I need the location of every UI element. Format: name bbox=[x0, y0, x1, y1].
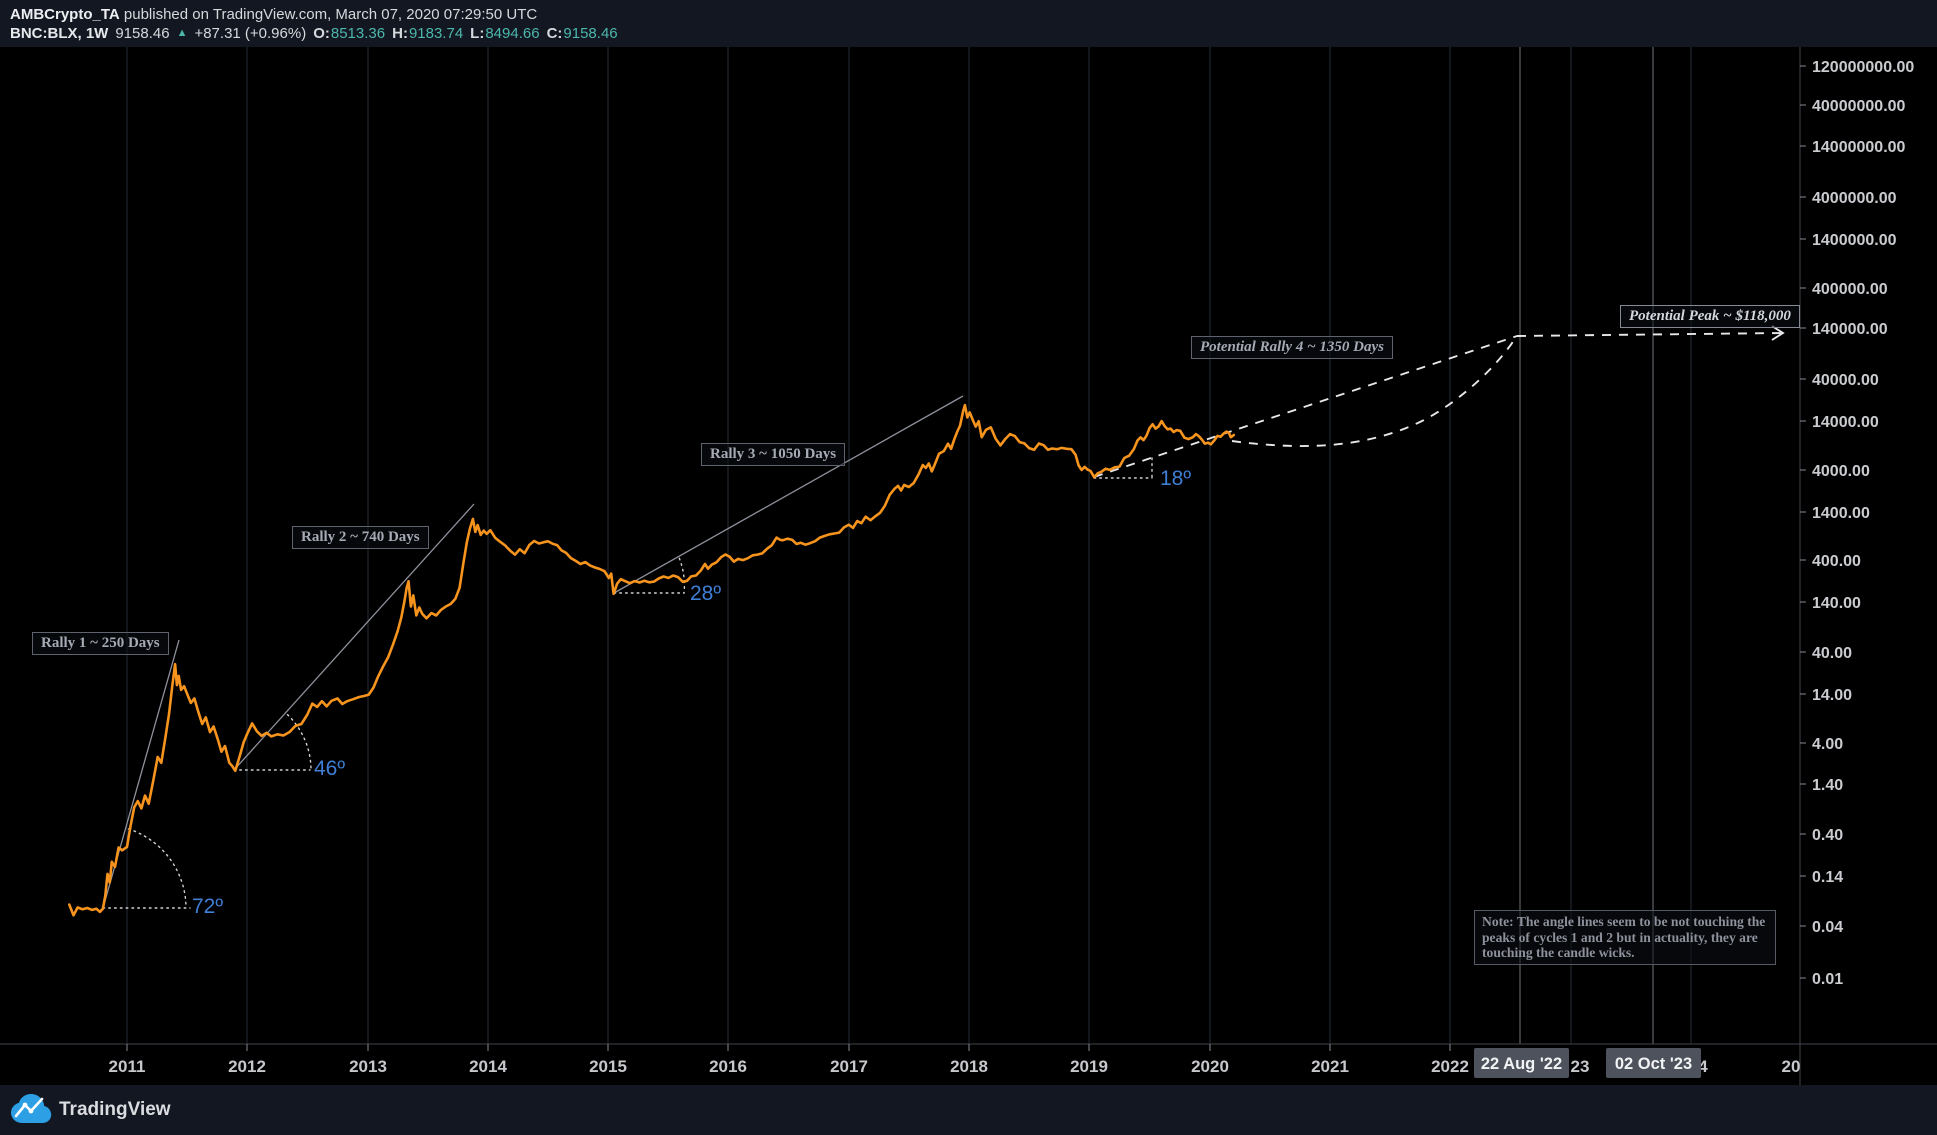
rally3-trendline bbox=[613, 395, 964, 594]
y-label: 40.00 bbox=[1812, 645, 1852, 662]
note-line: peaks of cycles 1 and 2 but in actuality… bbox=[1482, 929, 1758, 945]
price-scale[interactable]: 120000000.00 40000000.00 14000000.00 400… bbox=[1812, 59, 1914, 988]
x-label: 2022 bbox=[1431, 1057, 1469, 1076]
y-label: 14000000.00 bbox=[1812, 139, 1906, 156]
y-label: 4000000.00 bbox=[1812, 190, 1897, 207]
y-label: 0.01 bbox=[1812, 971, 1843, 988]
angle-markers bbox=[102, 457, 1153, 909]
rally4-projection[interactable] bbox=[1093, 332, 1784, 478]
rally1-label[interactable]: Rally 1 ~ 250 Days bbox=[32, 632, 169, 655]
angle-46-label[interactable]: 46º bbox=[314, 757, 345, 780]
potential-peak-label[interactable]: Potential Peak ~ $118,000 bbox=[1620, 305, 1800, 328]
svg-text:02 Oct '23: 02 Oct '23 bbox=[1615, 1055, 1692, 1073]
y-label: 1.40 bbox=[1812, 777, 1843, 794]
last-price: 9158.46 bbox=[115, 25, 170, 42]
angle-72-label[interactable]: 72º bbox=[192, 895, 223, 918]
anchor-date-lines bbox=[1519, 47, 1654, 1044]
angle-28-label[interactable]: 28º bbox=[690, 582, 721, 605]
date-badge-oct23: 02 Oct '23 bbox=[1606, 1048, 1701, 1078]
note-box[interactable]: Note: The angle lines seem to be not tou… bbox=[1474, 910, 1776, 965]
rally4-lower-curve bbox=[1231, 336, 1517, 447]
x-label: 2018 bbox=[950, 1057, 988, 1076]
potential-peak-line bbox=[1516, 332, 1784, 337]
y-label: 14000.00 bbox=[1812, 414, 1879, 431]
close-value: C:9158.46 bbox=[546, 25, 618, 42]
y-label: 1400.00 bbox=[1812, 505, 1870, 522]
author-name: AMBCrypto_TA bbox=[10, 6, 120, 23]
high-value: H:9183.74 bbox=[392, 25, 464, 42]
x-label: 2019 bbox=[1070, 1057, 1108, 1076]
tradingview-logo-icon[interactable] bbox=[8, 1092, 54, 1128]
note-line: Note: The angle lines seem to be not tou… bbox=[1482, 914, 1766, 929]
peak-arrowhead bbox=[1771, 325, 1785, 341]
x-label-partial: 23 bbox=[1571, 1057, 1590, 1076]
time-scale[interactable]: 2011 2012 2013 2014 2015 2016 2017 2018 … bbox=[109, 1057, 1801, 1076]
publish-text: published on TradingView.com, March 07, … bbox=[119, 6, 538, 23]
x-label: 2012 bbox=[228, 1057, 266, 1076]
x-label-partial: 20 bbox=[1782, 1057, 1801, 1076]
x-label: 2016 bbox=[709, 1057, 747, 1076]
publish-info: AMBCrypto_TA published on TradingView.co… bbox=[10, 6, 537, 23]
price-change: +87.31 (+0.96%) bbox=[194, 25, 307, 42]
x-label: 2020 bbox=[1191, 1057, 1229, 1076]
rally2-label[interactable]: Rally 2 ~ 740 Days bbox=[292, 526, 429, 549]
y-label: 4.00 bbox=[1812, 736, 1843, 753]
y-label: 0.04 bbox=[1812, 919, 1843, 936]
y-label: 14.00 bbox=[1812, 687, 1852, 704]
open-value: O:8513.36 bbox=[313, 25, 386, 42]
low-value: L:8494.66 bbox=[470, 25, 540, 42]
footer-bar: TradingView bbox=[0, 1085, 1937, 1135]
x-label-partial: 4 bbox=[1698, 1057, 1708, 1076]
rally2-trendline bbox=[233, 503, 475, 771]
x-label: 2011 bbox=[109, 1057, 146, 1076]
note-line: touching the candle wicks. bbox=[1482, 945, 1635, 961]
angle-labels: 72º 46º 28º 18º bbox=[192, 467, 1191, 918]
x-label: 2014 bbox=[469, 1057, 507, 1076]
angle-18-label[interactable]: 18º bbox=[1160, 467, 1191, 490]
price-axis-ticks bbox=[1800, 65, 1806, 979]
y-label: 400.00 bbox=[1812, 553, 1861, 570]
y-label: 120000000.00 bbox=[1812, 59, 1914, 76]
rally3-label[interactable]: Rally 3 ~ 1050 Days bbox=[701, 443, 846, 466]
y-label: 140.00 bbox=[1812, 595, 1861, 612]
date-badge-aug22: 22 Aug '22 bbox=[1474, 1048, 1569, 1078]
tradingview-wordmark[interactable]: TradingView bbox=[59, 1099, 171, 1120]
up-triangle-icon: ▲ bbox=[176, 26, 188, 39]
symbol-name: BNC:BLX, 1W bbox=[10, 25, 109, 42]
price-line bbox=[68, 403, 1236, 917]
y-label: 0.14 bbox=[1812, 869, 1843, 886]
y-label: 400000.00 bbox=[1812, 281, 1888, 298]
symbol-info-row: BNC:BLX, 1W 9158.46 ▲ +87.31 (+0.96%) O:… bbox=[10, 25, 618, 42]
x-label: 2017 bbox=[830, 1057, 868, 1076]
x-label: 2013 bbox=[349, 1057, 387, 1076]
y-label: 40000000.00 bbox=[1812, 98, 1906, 115]
y-label: 1400000.00 bbox=[1812, 232, 1897, 249]
y-label: 0.40 bbox=[1812, 827, 1843, 844]
y-label: 140000.00 bbox=[1812, 321, 1888, 338]
time-axis-ticks bbox=[126, 1044, 1451, 1051]
y-label: 40000.00 bbox=[1812, 372, 1879, 389]
x-label: 2015 bbox=[589, 1057, 627, 1076]
y-label: 4000.00 bbox=[1812, 463, 1870, 480]
rally4-upper-line bbox=[1093, 335, 1518, 478]
rally4-label[interactable]: Potential Rally 4 ~ 1350 Days bbox=[1191, 336, 1393, 359]
svg-text:22 Aug '22: 22 Aug '22 bbox=[1481, 1055, 1562, 1073]
rally-trendlines[interactable] bbox=[102, 395, 964, 909]
x-label: 2021 bbox=[1311, 1057, 1349, 1076]
